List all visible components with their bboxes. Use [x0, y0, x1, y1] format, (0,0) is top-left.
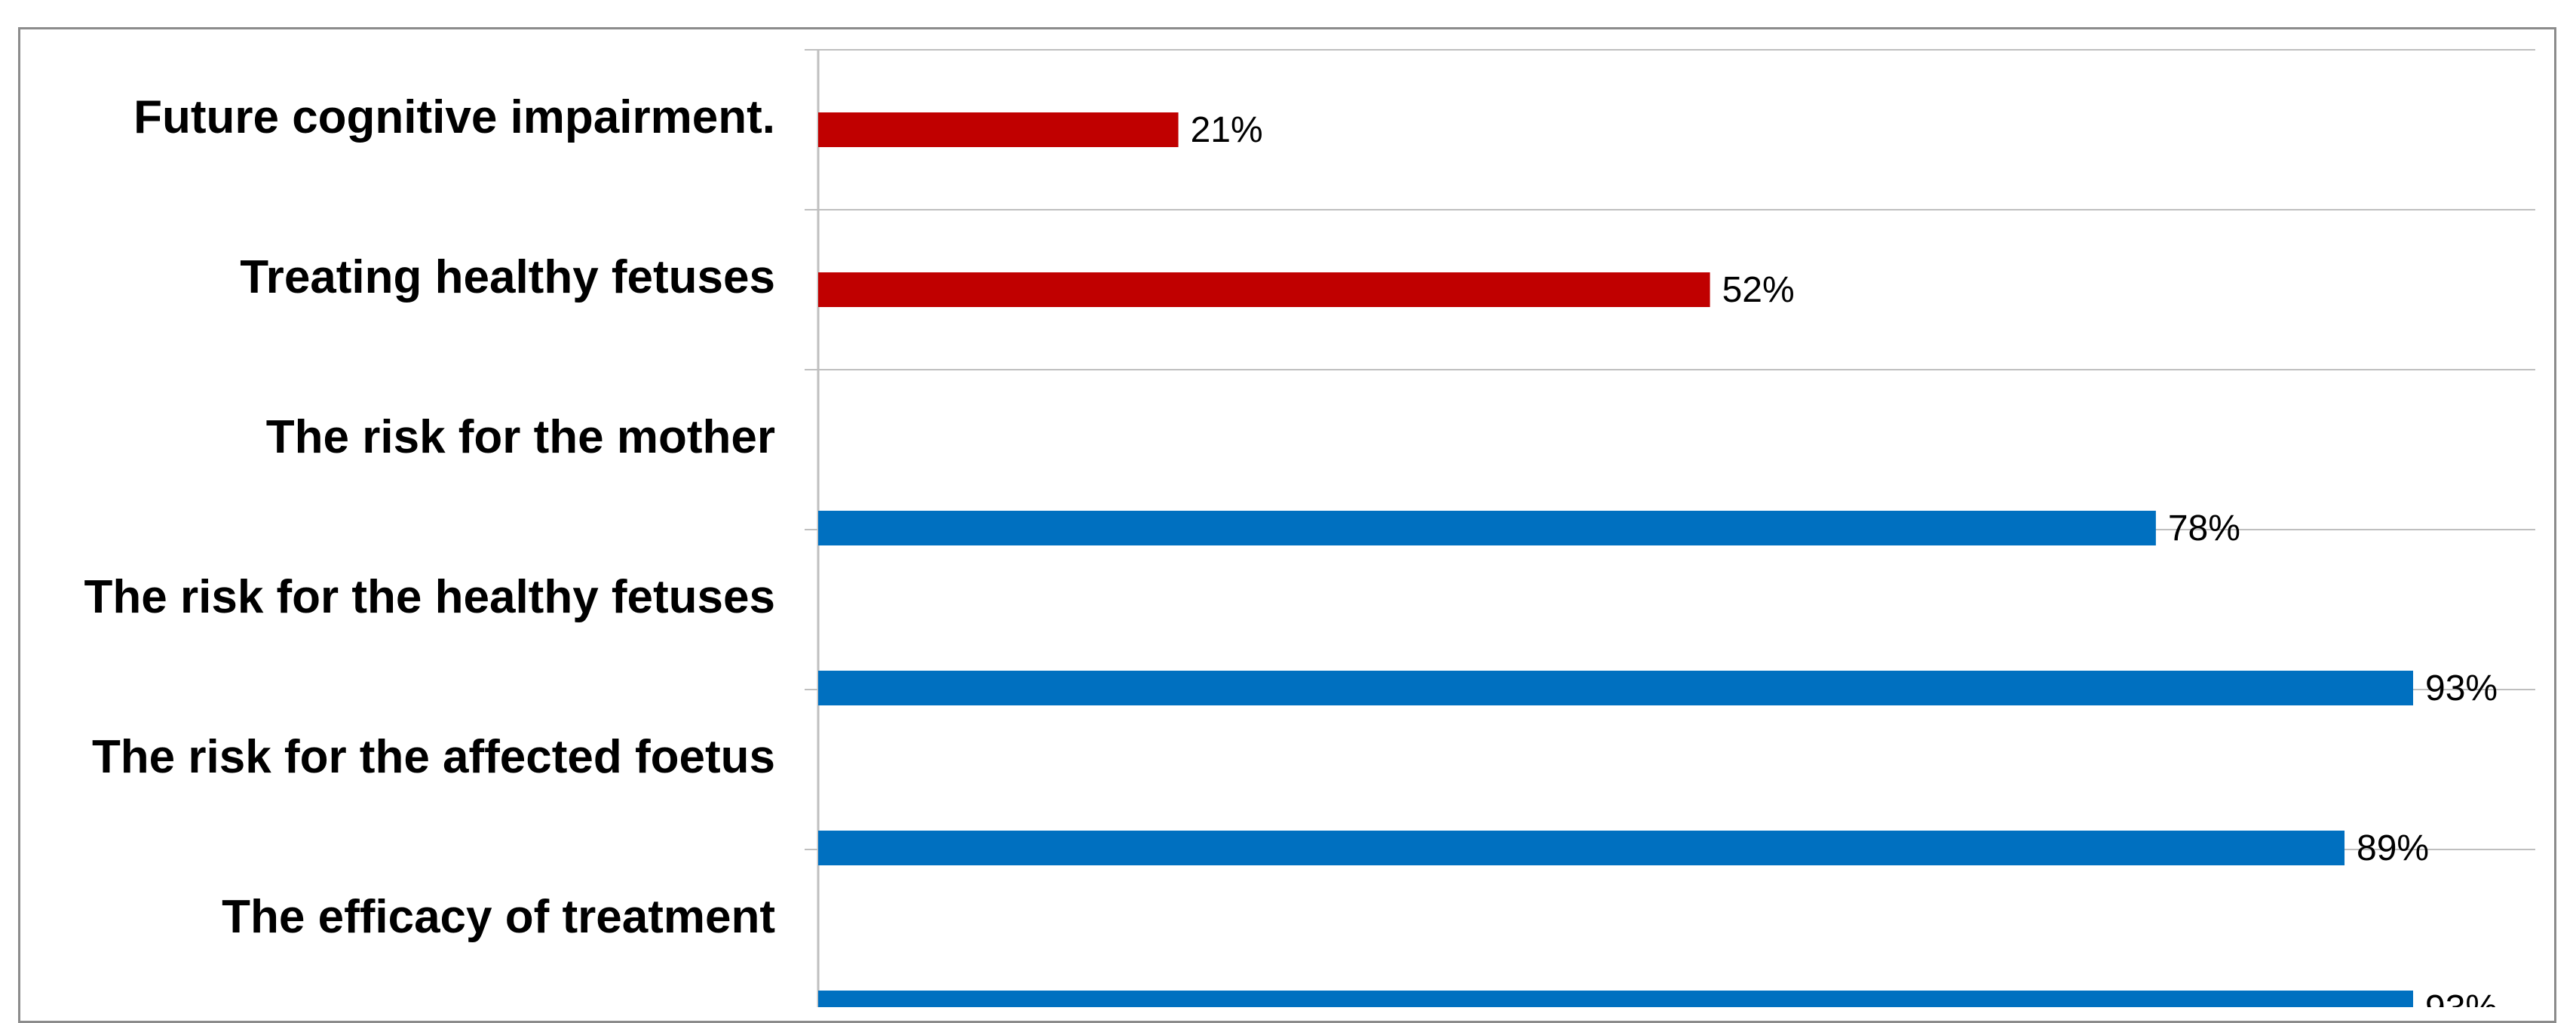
bar — [818, 991, 2413, 1007]
data-label: 52% — [1722, 270, 1795, 310]
data-label: 89% — [2357, 828, 2429, 868]
category-label: The risk for the healthy fetuses — [84, 571, 775, 623]
bar — [818, 112, 1179, 147]
category-label: Treating healthy fetuses — [240, 251, 775, 303]
bar — [818, 831, 2345, 865]
bars — [818, 112, 2413, 1007]
category-label: The efficacy of treatment — [222, 891, 775, 943]
category-label: The risk for the affected foetus — [92, 731, 775, 783]
data-label: 93% — [2425, 668, 2498, 708]
data-label: 21% — [1191, 110, 1263, 150]
bar — [818, 272, 1710, 307]
bar — [818, 511, 2156, 545]
category-labels: Future cognitive impairment. Treating hea… — [84, 91, 775, 943]
data-labels: 21% 52% 78% 93% 89% 93% — [1191, 110, 2498, 1007]
category-label: Future cognitive impairment. — [133, 91, 775, 143]
data-label: 93% — [2425, 988, 2498, 1007]
data-label: 78% — [2168, 508, 2240, 548]
bar — [818, 671, 2413, 705]
category-label: The risk for the mother — [266, 411, 775, 463]
